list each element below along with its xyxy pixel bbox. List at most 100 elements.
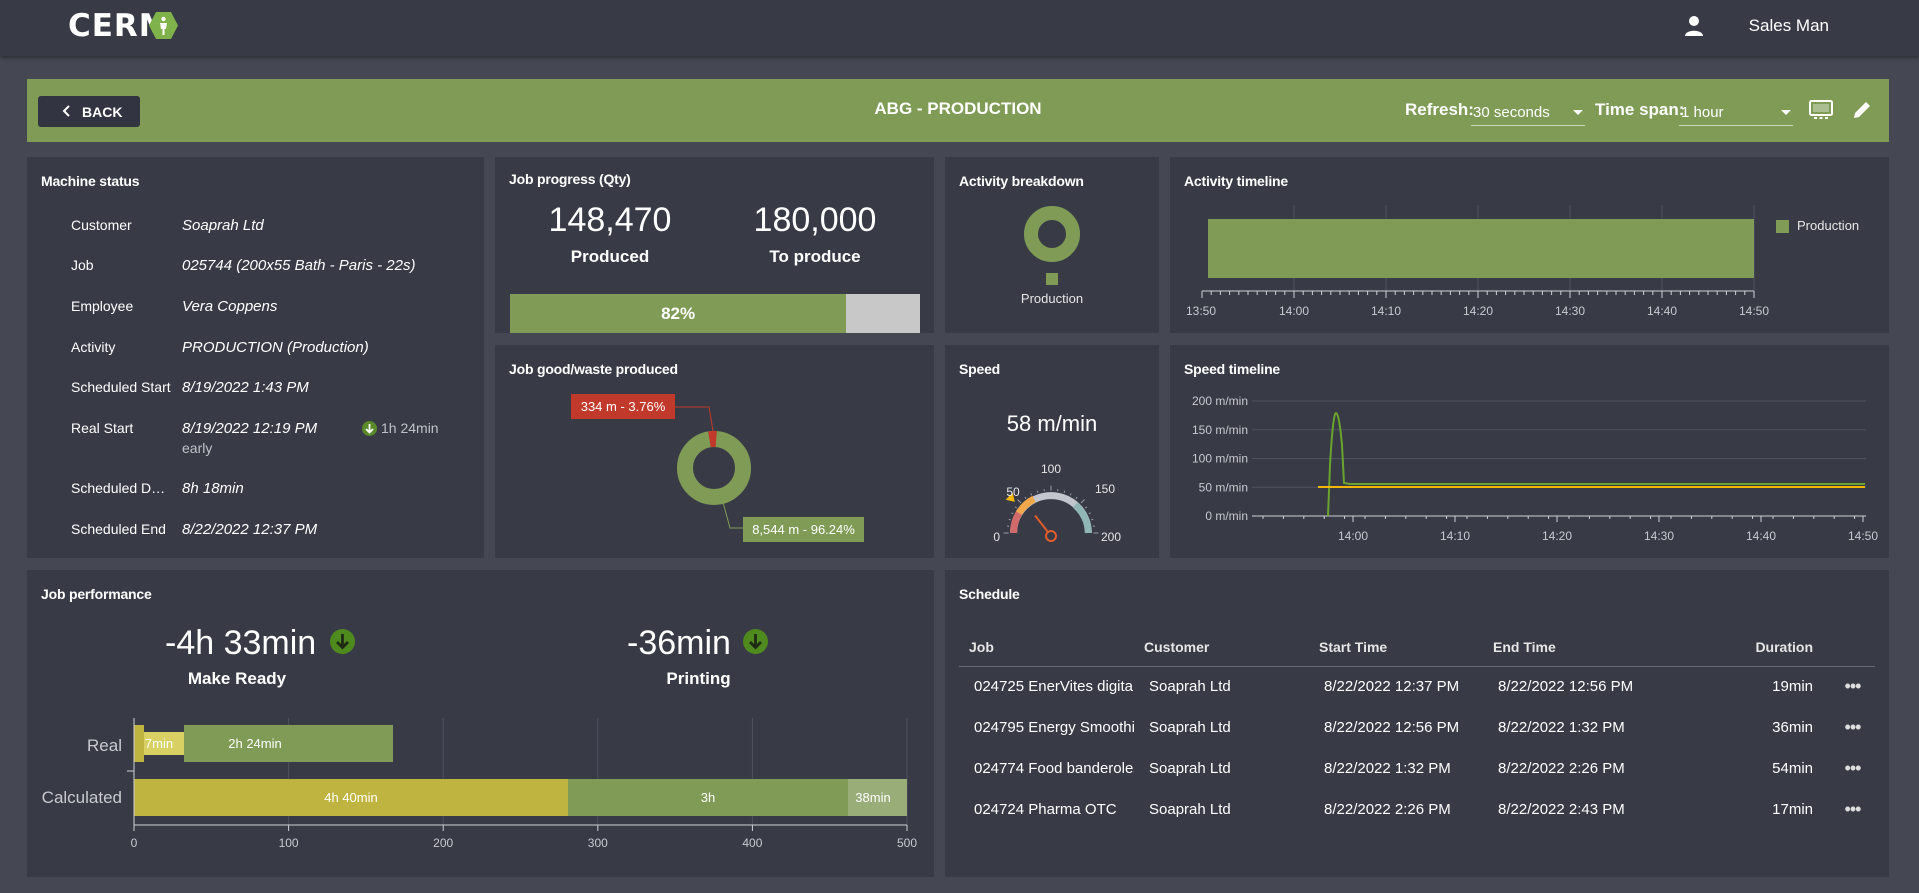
real-seg-1 xyxy=(134,725,144,762)
more-icon[interactable]: ••• xyxy=(1844,717,1862,737)
printing-value: -36min xyxy=(627,624,731,662)
printing-label: Printing xyxy=(666,669,731,688)
user-icon[interactable] xyxy=(1684,15,1704,37)
real-seg-label: 7min xyxy=(145,736,173,751)
good-leader xyxy=(720,494,743,529)
gauge-tick-label: 50 xyxy=(1006,485,1020,499)
schedule-table: Job Customer Start Time End Time Duratio… xyxy=(959,628,1875,830)
column-header[interactable]: Customer xyxy=(1134,628,1309,667)
x-tick-label: 400 xyxy=(742,836,762,850)
cell-customer: Soaprah Ltd xyxy=(1149,678,1231,696)
activity-donut xyxy=(1024,206,1080,262)
early-badge: 1h 24min xyxy=(381,420,439,436)
progress-bar: 82% xyxy=(510,294,920,333)
logo-figure-icon xyxy=(149,12,178,39)
activity-timeline-card: Activity timeline 13:50 14:00 14:10 14:20 14… xyxy=(1170,157,1889,333)
x-tick-label: 100 xyxy=(279,836,299,850)
speed-gauge: 0 50 100 150 200 xyxy=(993,462,1121,544)
page-header: BACK ABG - PRODUCTION Refresh: 30 second… xyxy=(27,79,1889,142)
calc-seg-label: 4h 40min xyxy=(324,790,377,805)
status-label: Job xyxy=(71,257,94,273)
card-title: Speed xyxy=(959,361,1001,377)
cell-job: 024724 Pharma OTC xyxy=(974,801,1117,818)
back-button-label: BACK xyxy=(82,103,123,120)
caret-down-icon xyxy=(1573,110,1583,115)
production-bar xyxy=(1208,219,1754,278)
cell-start: 8/22/2022 12:56 PM xyxy=(1324,719,1460,736)
x-tick-label: 0 xyxy=(131,836,138,850)
y-tick-label: 150 m/min xyxy=(1192,423,1248,437)
status-value: PRODUCTION (Production) xyxy=(182,339,369,356)
speed-value: 58 m/min xyxy=(1006,411,1098,436)
speed-timeline-card: Speed timeline 200 m/min 150 m/min 100 m/m… xyxy=(1170,345,1889,558)
y-tick-label: 50 m/min xyxy=(1199,480,1248,494)
good-waste-card: Job good/waste produced 334 m - 3.76% 8,… xyxy=(495,345,934,558)
x-tick-label: 500 xyxy=(897,836,917,850)
monitor-icon[interactable] xyxy=(1808,97,1834,123)
to-produce-value: 180,000 xyxy=(753,201,877,239)
x-tick-label: 14:30 xyxy=(1555,304,1585,318)
produced-value: 148,470 xyxy=(548,201,672,239)
refresh-label: Refresh: xyxy=(1405,100,1474,119)
gauge-tick-label: 100 xyxy=(1041,462,1061,476)
more-icon[interactable]: ••• xyxy=(1844,758,1862,778)
arrow-down-circle-icon xyxy=(743,629,768,654)
refresh-select[interactable]: 30 seconds xyxy=(1471,96,1585,126)
timespan-label: Time span: xyxy=(1595,100,1685,119)
real-seg-2 xyxy=(184,725,393,762)
table-row[interactable]: 024725 EnerVites digital Soaprah Ltd 8/2… xyxy=(959,666,1875,707)
status-value: Soaprah Ltd xyxy=(182,217,264,234)
calc-seg-1 xyxy=(134,779,568,816)
user-name[interactable]: Sales Man xyxy=(1748,16,1829,35)
cell-duration: 54min xyxy=(1772,760,1813,777)
speed-card: Speed 58 m/min 0 50 100 150 200 xyxy=(945,345,1159,558)
status-value: 8/22/2022 12:37 PM xyxy=(182,521,318,538)
gauge-tick-label: 200 xyxy=(1101,530,1121,544)
to-produce-label: To produce xyxy=(769,247,861,266)
legend-swatch xyxy=(1776,220,1789,233)
table-row[interactable]: 024795 Energy Smoothie Soaprah Ltd 8/22/… xyxy=(959,707,1875,748)
good-waste-donut xyxy=(673,406,751,529)
real-seg-label: 2h 24min xyxy=(228,736,281,751)
status-label: Activity xyxy=(71,339,116,355)
top-bar: CERM Sales Man xyxy=(0,0,1919,56)
timespan-select[interactable]: 1 hour xyxy=(1679,96,1793,126)
activity-timeline-chart: 13:50 14:00 14:10 14:20 14:30 14:40 14:50 xyxy=(1186,205,1769,318)
legend-label: Production xyxy=(1020,291,1084,306)
column-header[interactable]: Job xyxy=(959,628,1134,667)
produced-label: Produced xyxy=(570,247,650,266)
job-performance-chart: Real Calculated 7min 2h 24min 4h 40min 3… xyxy=(42,718,917,850)
column-header-actions xyxy=(1815,628,1875,667)
status-label: Employee xyxy=(71,298,134,314)
edit-pencil-icon[interactable] xyxy=(1849,97,1875,123)
arrow-down-circle-icon xyxy=(362,421,377,436)
column-header[interactable]: Duration xyxy=(1706,628,1815,667)
card-title: Speed timeline xyxy=(1184,361,1281,377)
x-tick-label: 14:20 xyxy=(1463,304,1493,318)
cell-end: 8/22/2022 1:32 PM xyxy=(1498,719,1625,736)
column-header[interactable]: Start Time xyxy=(1309,628,1483,667)
table-row[interactable]: 024774 Food banderoles Soaprah Ltd 8/22/… xyxy=(959,748,1875,789)
back-button[interactable]: BACK xyxy=(38,96,140,127)
cell-end: 8/22/2022 2:26 PM xyxy=(1498,760,1625,777)
status-label: Scheduled Start xyxy=(71,379,171,395)
job-performance-card: Job performance -4h 33min Make Ready -36… xyxy=(27,570,934,877)
more-icon[interactable]: ••• xyxy=(1844,799,1862,819)
table-row[interactable]: 024724 Pharma OTC Soaprah Ltd 8/22/2022 … xyxy=(959,789,1875,830)
gauge-tick-label: 150 xyxy=(1095,482,1115,496)
x-tick-label: 14:10 xyxy=(1371,304,1401,318)
legend-label: Production xyxy=(1797,218,1860,233)
cell-duration: 17min xyxy=(1772,801,1813,818)
y-tick-label: 100 m/min xyxy=(1192,452,1248,466)
status-value: 8/19/2022 1:43 PM xyxy=(182,379,309,396)
refresh-select-value: 30 seconds xyxy=(1473,104,1550,121)
column-header[interactable]: End Time xyxy=(1483,628,1706,667)
x-tick-label: 200 xyxy=(433,836,453,850)
cell-start: 8/22/2022 1:32 PM xyxy=(1324,760,1451,777)
arrow-down-circle-icon xyxy=(330,629,355,654)
x-tick-label: 14:00 xyxy=(1279,304,1309,318)
status-label: Scheduled End xyxy=(71,521,166,537)
more-icon[interactable]: ••• xyxy=(1844,676,1862,697)
x-tick-label: 14:20 xyxy=(1542,529,1572,543)
cell-end: 8/22/2022 2:43 PM xyxy=(1498,801,1625,818)
